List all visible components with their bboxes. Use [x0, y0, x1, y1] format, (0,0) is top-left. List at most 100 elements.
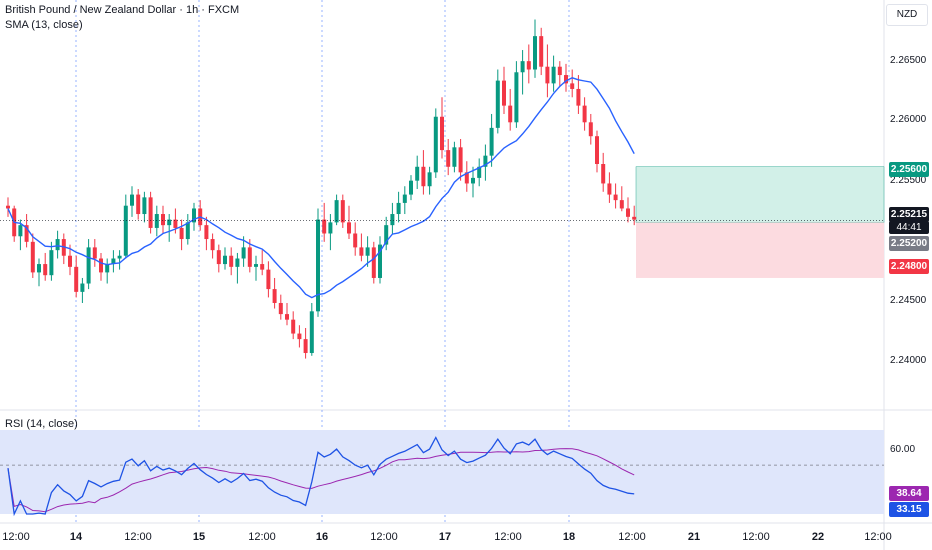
candle-body [471, 177, 475, 184]
candle-body [6, 205, 10, 209]
candle-body [49, 250, 54, 276]
candle-body [489, 127, 494, 156]
candle-body [74, 266, 79, 292]
candle-body [235, 258, 240, 267]
candle-body [588, 122, 593, 137]
candle-body [545, 66, 550, 84]
candle-body [365, 247, 370, 256]
candle-body [378, 244, 382, 278]
candle-body [514, 72, 519, 123]
candle-body [409, 180, 413, 195]
candle-body [601, 164, 606, 184]
candle-body [291, 319, 296, 334]
time-label: 12:00 [494, 531, 522, 543]
target-zone [635, 166, 885, 223]
time-label: 12:00 [864, 531, 892, 543]
stop-price-badge: 2.24800 [889, 259, 929, 274]
candle-body [483, 155, 488, 167]
candle-body [328, 222, 333, 234]
date-label: 14 [69, 531, 83, 543]
candle-body [130, 194, 134, 206]
candle-body [619, 200, 624, 209]
time-label: 12:00 [742, 531, 770, 543]
candle-body [30, 241, 35, 273]
candle-body [458, 147, 463, 173]
candle-body [576, 88, 581, 106]
candle-body [37, 264, 41, 273]
candle-body [322, 219, 327, 234]
candle-body [254, 264, 258, 267]
candle-body [316, 219, 320, 312]
candle-body [570, 83, 575, 89]
date-label: 16 [315, 531, 329, 543]
rsi-band [0, 430, 884, 514]
date-label: 21 [687, 531, 701, 543]
candle-body [446, 150, 451, 167]
candle-body [427, 172, 432, 187]
candle-body [595, 136, 599, 164]
entry-price-badge: 2.25200 [889, 236, 929, 251]
candle-countdown: 44:41 [889, 221, 929, 234]
sma-legend[interactable]: SMA (13, close) [5, 19, 83, 31]
candle-body [433, 116, 438, 173]
rsi-legend[interactable]: RSI (14, close) [5, 418, 78, 430]
candle-body [161, 214, 165, 226]
candle-body [384, 225, 389, 245]
rsi-value-badge: 38.64 [889, 486, 929, 501]
rsi-signal-badge: 33.15 [889, 502, 929, 517]
candle-body [539, 36, 544, 67]
time-label: 12:00 [248, 531, 276, 543]
candle-body [241, 247, 246, 259]
candle-body [533, 36, 537, 70]
rsi-line [7, 436, 635, 517]
candle-body [55, 239, 60, 251]
candle-body [123, 205, 128, 256]
candle-body [334, 200, 339, 223]
candle-body [272, 289, 277, 303]
date-label: 22 [811, 531, 825, 543]
candle-body [309, 311, 314, 354]
rsi-level-label: 60.00 [890, 444, 916, 455]
date-label: 15 [192, 531, 206, 543]
candle-body [80, 283, 85, 292]
candle-body [557, 66, 562, 76]
candle-body [210, 239, 215, 251]
symbol-title[interactable]: British Pound / New Zealand Dollar · 1h … [5, 4, 240, 16]
candle-body [223, 255, 227, 265]
currency-button[interactable]: NZD [886, 4, 928, 26]
candle-body [421, 166, 426, 187]
candle-body [626, 208, 630, 217]
candle-body [415, 166, 420, 181]
candle-body [216, 250, 221, 265]
candle-body [167, 219, 172, 226]
candle-body [260, 264, 265, 270]
candle-body [136, 194, 141, 215]
candle-body [266, 269, 271, 290]
candle-body [92, 247, 97, 259]
candle-body [173, 219, 178, 228]
target-price-badge: 2.25600 [889, 162, 929, 177]
candle-body [185, 222, 190, 240]
candle-body [440, 116, 444, 151]
candle-body [632, 216, 637, 220]
candle-body [86, 247, 91, 284]
candle-body [105, 264, 110, 273]
candle-body [229, 255, 234, 267]
stop-zone [636, 222, 884, 278]
sma-line [7, 77, 635, 299]
candle-body [111, 258, 116, 265]
candle-body [18, 225, 23, 237]
candle-body [303, 339, 308, 354]
candle-body [613, 194, 618, 201]
rsi-signal-line [7, 448, 635, 513]
price-tick-label: 2.26000 [890, 114, 927, 125]
candle-body [278, 302, 283, 315]
candle-body [179, 227, 184, 240]
candle-body [340, 200, 345, 223]
candle-body [526, 61, 531, 70]
candle-body [347, 222, 351, 234]
candle-body [99, 258, 103, 273]
candle-body [148, 197, 153, 228]
